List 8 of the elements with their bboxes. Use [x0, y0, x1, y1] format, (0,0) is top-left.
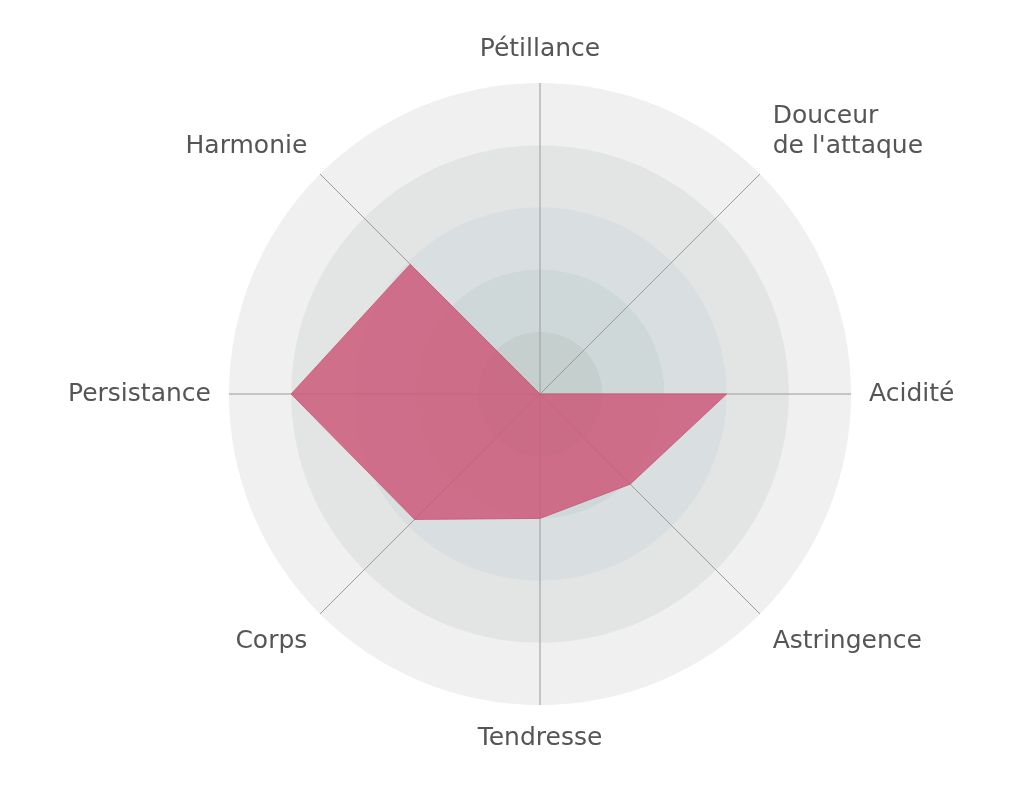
spoke-label: Pétillance [479, 33, 601, 63]
spoke-label: Persistance [67, 377, 211, 407]
spoke-label: Corps [235, 625, 308, 655]
spoke-label: Acidité [869, 377, 955, 407]
spoke-label: Harmonie [185, 129, 308, 159]
spoke-label: Douceur de l'attaque [772, 99, 924, 159]
spoke-label: Tendresse [476, 721, 603, 751]
spoke-label: Astringence [772, 625, 922, 655]
